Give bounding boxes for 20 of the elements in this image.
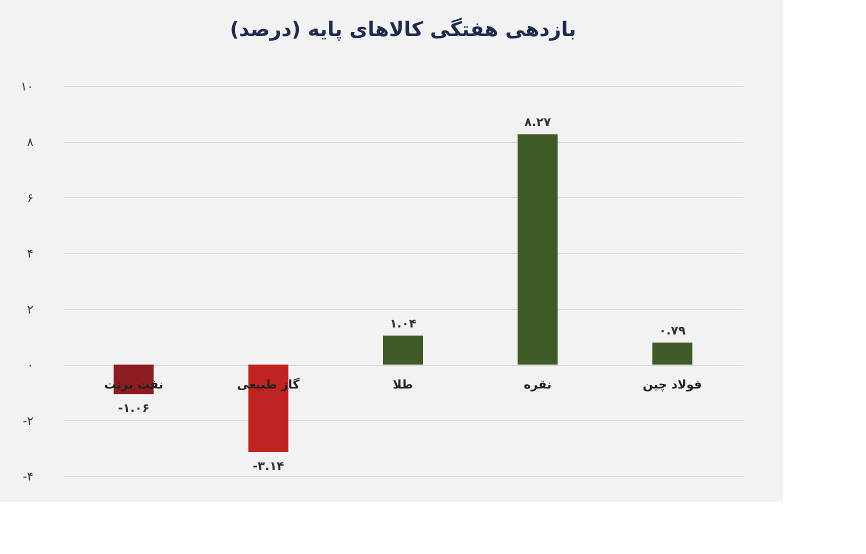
y-tick-label: ۶ — [27, 190, 34, 205]
y-tick-label: ۲ — [27, 302, 34, 316]
data-label: -۱.۰۶ — [118, 401, 150, 416]
bar — [518, 134, 558, 365]
bar — [383, 336, 423, 365]
y-tick-label: ۸ — [27, 135, 34, 150]
data-label: -۳.۱۴ — [252, 459, 284, 474]
data-label: ۸.۲۷ — [524, 115, 552, 130]
y-tick-label: ۴ — [27, 246, 34, 261]
data-label: ۰.۷۹ — [659, 324, 686, 338]
x-tick-label: فولاد چین — [642, 378, 702, 392]
y-tick-label: ۰ — [27, 358, 34, 372]
bar — [652, 342, 692, 365]
x-tick-label: نقره — [524, 378, 552, 392]
y-tick-label: -۲ — [22, 414, 34, 428]
data-label: ۱.۰۴ — [390, 316, 416, 331]
chart-title: بازدهی هفتگی کالاهای پایه (درصد) — [230, 17, 576, 41]
x-tick-label: طلا — [392, 378, 414, 392]
y-tick-label: ۱۰ — [20, 80, 34, 94]
y-tick-label: -۴ — [22, 470, 34, 484]
